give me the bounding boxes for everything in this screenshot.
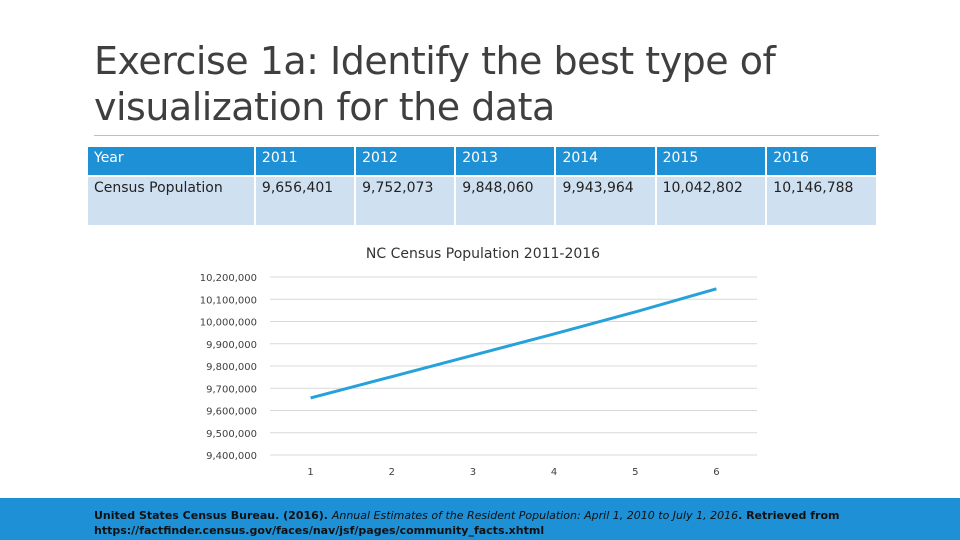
citation: United States Census Bureau. (2016). Ann… [94, 508, 854, 538]
slide-title: Exercise 1a: Identify the best type of v… [94, 38, 894, 130]
x-tick-label: 3 [470, 467, 476, 478]
population-cell: 9,752,073 [356, 177, 455, 225]
header-label-cell: Year [88, 147, 254, 175]
x-tick-label: 5 [632, 467, 638, 478]
row-label-cell: Census Population [88, 177, 254, 225]
year-cell: 2016 [767, 147, 876, 175]
year-cell: 2011 [255, 147, 355, 175]
year-cell: 2015 [656, 147, 766, 175]
title-divider [94, 135, 879, 136]
y-tick-label: 9,700,000 [206, 384, 257, 395]
y-tick-label: 9,800,000 [206, 362, 257, 373]
population-cell: 9,656,401 [255, 177, 355, 225]
y-tick-label: 9,500,000 [206, 429, 257, 440]
census-table: Year 2011 2012 2013 2014 2015 2016 Censu… [86, 145, 878, 227]
x-tick-label: 4 [551, 467, 557, 478]
table-row: Census Population 9,656,401 9,752,073 9,… [88, 177, 876, 225]
y-tick-label: 10,100,000 [200, 295, 257, 306]
slide-title-line-2: visualization for the data [94, 85, 555, 129]
citation-retrieved: . Retrieved from https://factfinder.cens… [94, 509, 840, 537]
y-tick-label: 10,000,000 [200, 318, 257, 329]
year-cell: 2013 [456, 147, 555, 175]
population-cell: 10,042,802 [656, 177, 766, 225]
table-header-row: Year 2011 2012 2013 2014 2015 2016 [88, 147, 876, 175]
y-tick-label: 9,600,000 [206, 407, 257, 418]
citation-work-title: Annual Estimates of the Resident Populat… [331, 509, 739, 522]
year-cell: 2014 [556, 147, 655, 175]
y-tick-label: 10,200,000 [200, 273, 257, 284]
population-cell: 9,848,060 [456, 177, 555, 225]
citation-author: United States Census Bureau. (2016). [94, 509, 332, 522]
x-tick-label: 6 [713, 467, 719, 478]
chart-title: NC Census Population 2011-2016 [366, 246, 600, 262]
y-tick-label: 9,400,000 [206, 451, 257, 462]
x-tick-label: 2 [389, 467, 395, 478]
series-line [310, 287, 717, 400]
population-cell: 10,146,788 [767, 177, 876, 225]
footer-band [0, 498, 960, 540]
slide-title-line-1: Exercise 1a: Identify the best type of [94, 39, 776, 83]
population-cell: 9,943,964 [556, 177, 655, 225]
y-tick-label: 9,900,000 [206, 340, 257, 351]
x-tick-label: 1 [307, 467, 313, 478]
year-cell: 2012 [356, 147, 455, 175]
